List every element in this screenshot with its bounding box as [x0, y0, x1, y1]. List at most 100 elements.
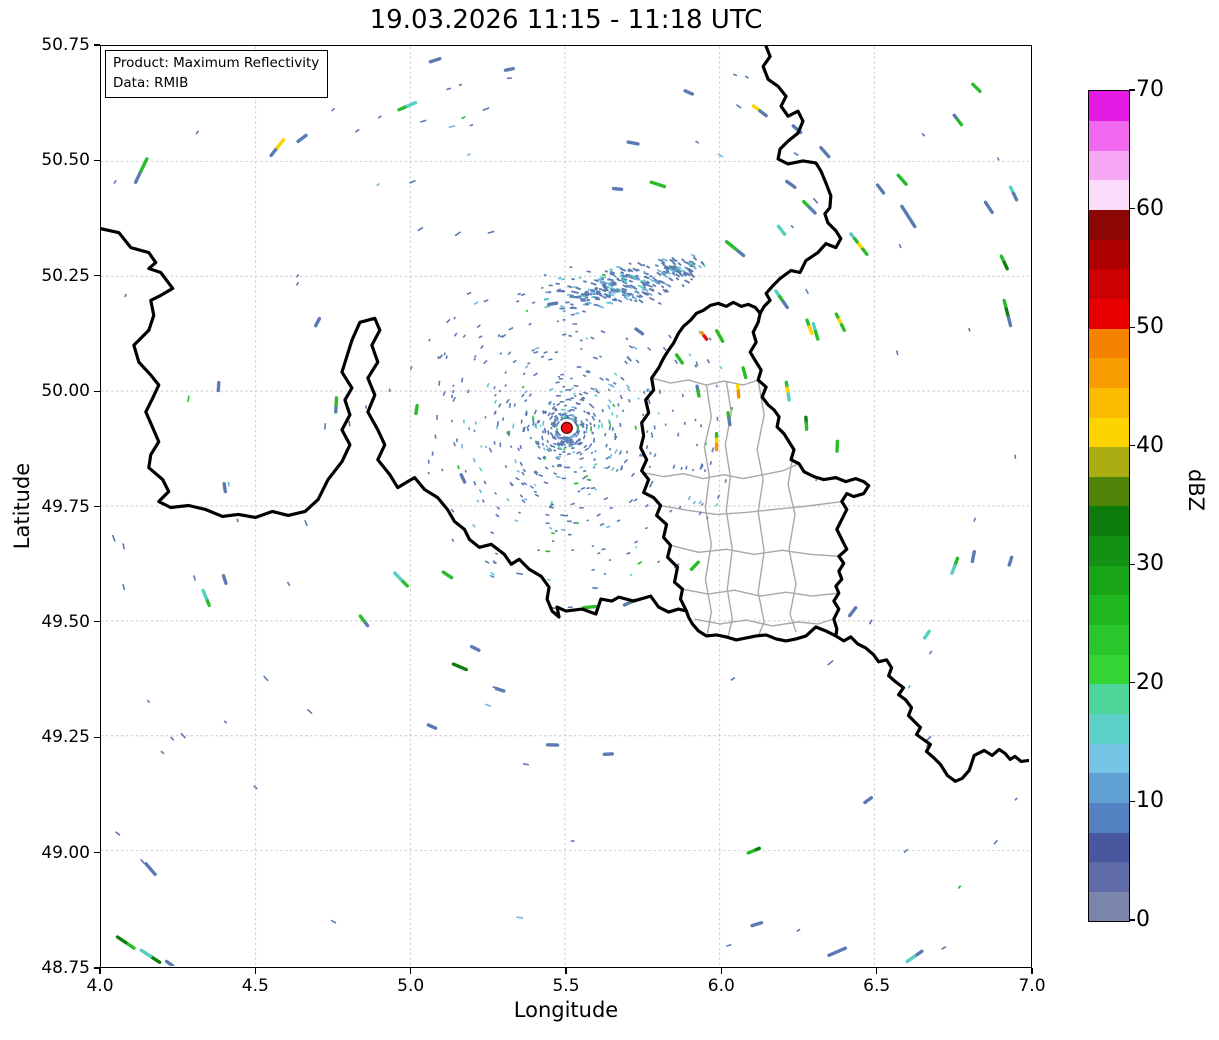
- echo-streak: [861, 247, 869, 256]
- clutter-dash: [593, 462, 598, 466]
- colorbar-segment: [1089, 624, 1129, 655]
- patch-dash: [570, 303, 574, 306]
- clutter-dash: [519, 461, 524, 467]
- patch-dash: [607, 283, 614, 288]
- clutter-dash: [543, 350, 548, 354]
- clutter-dash: [462, 334, 467, 338]
- clutter-dash: [537, 445, 541, 449]
- clutter-dash: [550, 422, 553, 426]
- patch-dash: [620, 267, 627, 272]
- colorbar-segment: [1089, 298, 1129, 329]
- speck-dash: [446, 87, 452, 91]
- clutter-dash: [557, 446, 562, 450]
- clutter-dash: [550, 503, 555, 506]
- echo-streak: [441, 570, 454, 580]
- clutter-dash: [510, 483, 513, 487]
- clutter-dash: [608, 383, 614, 388]
- speck-dash: [466, 153, 472, 157]
- patch-dash: [604, 270, 608, 273]
- clutter-dash: [585, 418, 589, 422]
- clutter-dash: [645, 503, 649, 508]
- speck-dash: [793, 151, 799, 157]
- speck-dash: [295, 281, 300, 286]
- y-tick-label: 48.75: [41, 958, 90, 978]
- patch-dash: [609, 272, 615, 277]
- clutter-dash: [582, 476, 586, 480]
- x-tick-mark: [99, 968, 101, 974]
- echo-streak: [296, 133, 308, 144]
- patch-dash: [671, 272, 676, 276]
- clutter-dash: [591, 431, 595, 435]
- clutter-dash: [625, 384, 631, 389]
- patch-dash: [596, 292, 602, 296]
- echo-streak: [785, 179, 797, 189]
- speck-dash: [928, 650, 933, 655]
- patch-dash: [674, 267, 678, 271]
- clutter-dash: [570, 417, 575, 422]
- patch-dash: [637, 284, 644, 289]
- patch-dash: [598, 305, 605, 309]
- clutter-dash: [592, 437, 596, 442]
- clutter-dash: [521, 385, 525, 389]
- clutter-dash: [499, 352, 503, 355]
- echo-streak: [736, 389, 741, 399]
- clutter-dash: [715, 502, 719, 507]
- clutter-dash: [560, 373, 565, 376]
- clutter-dash: [620, 464, 624, 469]
- colorbar-label: dBZ: [1184, 468, 1208, 512]
- echo-streak: [622, 600, 632, 607]
- clutter-dash: [427, 471, 430, 475]
- patch-dash: [597, 278, 602, 281]
- echo-streak: [201, 588, 208, 600]
- echo-streak: [970, 549, 976, 564]
- clutter-dash: [571, 413, 575, 417]
- patch-dash: [661, 260, 666, 265]
- clutter-dash: [619, 394, 623, 400]
- y-tick-label: 49.75: [41, 496, 90, 517]
- patch-dash: [610, 287, 615, 290]
- colorbar-tick-mark: [1129, 326, 1135, 328]
- clutter-dash: [582, 469, 587, 473]
- clutter-dash: [551, 411, 556, 416]
- clutter-dash: [533, 483, 537, 487]
- clutter-dash: [569, 414, 572, 417]
- clutter-dash: [724, 479, 728, 483]
- speck-dash: [907, 685, 911, 689]
- speckle-patch: [544, 261, 686, 315]
- clutter-dash: [644, 526, 648, 530]
- colorbar-segment: [1089, 150, 1129, 181]
- echo-streak: [827, 946, 848, 957]
- clutter-dash: [484, 560, 490, 564]
- patch-dash: [593, 303, 600, 307]
- clutter-dash: [542, 410, 547, 415]
- speck-dash: [695, 140, 700, 144]
- echo-streak: [405, 100, 418, 108]
- clutter-dash: [587, 493, 591, 496]
- clutter-dash: [546, 439, 550, 444]
- clutter-dash: [542, 447, 546, 451]
- colorbar-segment: [1089, 91, 1129, 122]
- clutter-dash: [574, 416, 578, 420]
- clutter-dash: [549, 506, 555, 509]
- echo-streak: [813, 329, 820, 341]
- patch-dash: [595, 290, 601, 293]
- clutter-dash: [579, 465, 584, 469]
- clutter-dash: [574, 407, 577, 410]
- clutter-dash: [453, 332, 458, 337]
- patch-dash: [664, 288, 670, 293]
- clutter-dash: [531, 301, 536, 305]
- speck-dash: [648, 480, 654, 488]
- speck-dash: [409, 179, 416, 184]
- clutter-dash: [583, 391, 589, 395]
- patch-dash: [636, 295, 641, 299]
- echo-streak: [923, 629, 931, 640]
- clutter-dash: [547, 430, 550, 436]
- speck-dash: [1014, 797, 1018, 801]
- clutter-dash: [699, 424, 703, 428]
- echo-streak: [863, 796, 874, 805]
- clutter-dash: [596, 513, 601, 517]
- speck-dash: [195, 130, 200, 135]
- clutter-dash: [548, 402, 552, 406]
- clutter-dash: [685, 465, 688, 470]
- echo-streak: [275, 138, 286, 150]
